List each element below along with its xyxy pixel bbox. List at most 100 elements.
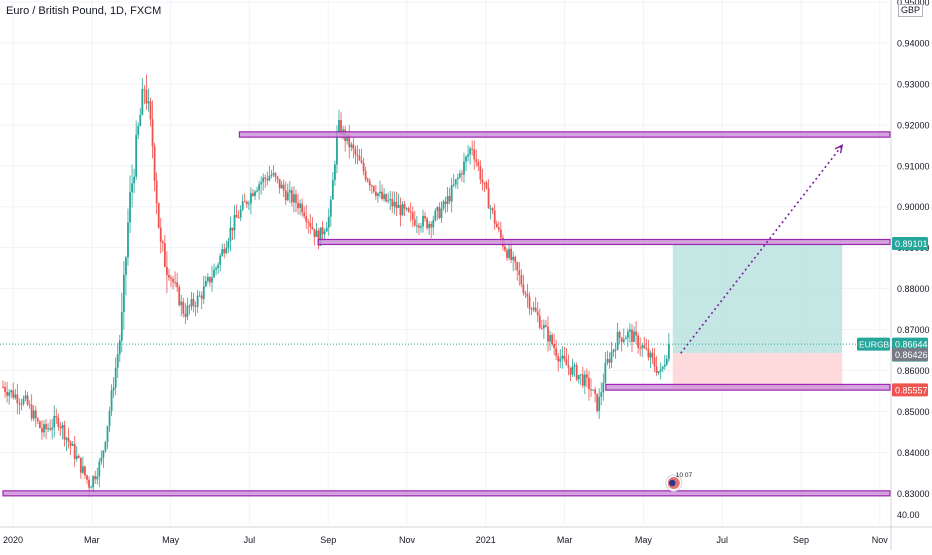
candle <box>530 307 533 316</box>
zone-0.918[interactable] <box>238 131 891 138</box>
zone-0.891[interactable] <box>317 238 891 246</box>
candle <box>82 456 84 475</box>
candle <box>489 204 492 220</box>
candle <box>41 420 43 440</box>
candle <box>12 382 15 400</box>
candle <box>555 339 558 360</box>
candle <box>639 337 642 357</box>
horizontal-zones[interactable] <box>2 131 891 497</box>
candle-body <box>452 184 455 186</box>
candle-body <box>319 227 322 246</box>
candle <box>551 332 553 347</box>
candle <box>118 334 121 363</box>
candle-body <box>639 347 642 349</box>
candle <box>403 200 406 217</box>
candle <box>659 362 662 380</box>
candle-body <box>442 201 445 209</box>
candle <box>51 418 54 440</box>
candle-body <box>366 179 369 182</box>
candle-body <box>418 225 420 228</box>
candle-body <box>614 349 617 351</box>
candle-body <box>276 176 279 179</box>
candle <box>415 215 418 234</box>
candle-body <box>641 345 644 349</box>
candle <box>258 180 260 200</box>
candle-body <box>356 154 359 156</box>
candle-body <box>90 487 92 489</box>
currency-label[interactable]: GBP <box>898 4 924 17</box>
candle-body <box>538 315 541 328</box>
candle-body <box>274 173 277 177</box>
candle <box>493 203 496 230</box>
candle <box>67 427 70 449</box>
candle <box>194 301 197 317</box>
candle-body <box>665 359 668 365</box>
time-tick-label: Sep <box>793 535 809 545</box>
candle-body <box>71 444 74 446</box>
candle-body <box>506 250 508 258</box>
candle <box>405 207 408 211</box>
candle-body <box>370 185 373 187</box>
candle-body <box>499 229 502 238</box>
candle-body <box>571 366 574 375</box>
candle-body <box>592 389 594 391</box>
candle <box>641 342 644 358</box>
candle <box>55 408 58 424</box>
candle <box>663 354 666 370</box>
candle-body <box>493 210 496 224</box>
candle <box>303 206 306 219</box>
candle <box>450 177 453 213</box>
candle <box>635 321 637 345</box>
candle-body <box>463 161 465 175</box>
candle-body <box>231 227 234 231</box>
candle-body <box>84 466 86 476</box>
long-position-tool[interactable] <box>0 243 890 389</box>
candle-body <box>53 415 56 428</box>
candle <box>311 217 314 230</box>
candle-body <box>422 215 424 227</box>
candle <box>174 271 176 287</box>
candle-body <box>325 227 328 232</box>
candle <box>125 255 127 296</box>
candle <box>653 348 656 373</box>
candle-body <box>530 308 533 310</box>
zone-0.856[interactable] <box>605 383 891 391</box>
candle <box>231 227 234 240</box>
candle <box>282 179 285 197</box>
event-marker-icon[interactable]: 10 07 <box>665 472 693 492</box>
projection-arrow[interactable] <box>680 144 844 354</box>
candle <box>120 292 123 353</box>
candle-body <box>38 421 41 429</box>
candle <box>407 206 410 213</box>
candle <box>98 457 101 488</box>
candle-body <box>334 164 336 181</box>
candle <box>586 368 588 388</box>
event-marker[interactable]: 10 07 <box>665 472 693 492</box>
candle-body <box>520 275 523 285</box>
candle <box>57 413 60 431</box>
candle-body <box>293 194 295 203</box>
candle-body <box>346 134 349 142</box>
candle <box>141 78 144 116</box>
candle <box>471 140 474 156</box>
current-price-label-text: 0.86644 <box>895 340 928 350</box>
candle <box>516 261 519 281</box>
candle-body <box>512 256 515 260</box>
candle-body <box>432 220 435 228</box>
candle-body <box>143 89 146 91</box>
price-tick-label: 0.87000 <box>897 325 930 335</box>
candle-body <box>43 424 45 433</box>
candle-body <box>6 391 8 396</box>
candle <box>260 176 263 195</box>
candle <box>622 328 625 344</box>
time-tick-label: Mar <box>84 535 100 545</box>
candle <box>53 405 56 438</box>
candle-body <box>649 352 652 358</box>
zone-0.830[interactable] <box>2 490 891 497</box>
candle-body <box>145 90 148 104</box>
candle-body <box>581 374 584 386</box>
candle <box>448 187 451 205</box>
candle <box>190 292 193 311</box>
candle-body <box>51 427 54 430</box>
